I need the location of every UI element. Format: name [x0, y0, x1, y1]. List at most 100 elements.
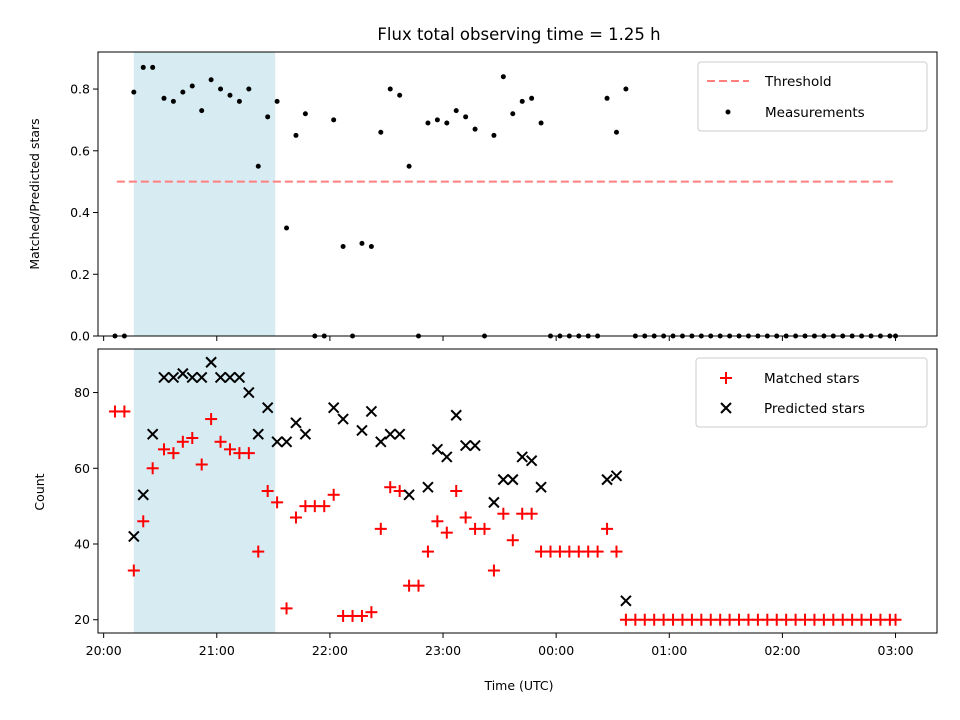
matched-stars-point	[601, 522, 614, 535]
matched-stars-point	[223, 443, 236, 456]
x-tick-label: 03:00	[878, 643, 914, 658]
predicted-stars-point	[337, 413, 349, 425]
measurement-point	[236, 98, 242, 104]
count-legend: Matched stars Predicted stars	[695, 357, 928, 428]
x-tick-label: 22:00	[312, 643, 348, 658]
ratio-y-tick-label: 0.6	[70, 143, 90, 158]
count-panel-frame	[97, 348, 938, 634]
measurement-point	[255, 163, 261, 169]
ratio-y-tick-label: 0.0	[70, 329, 90, 344]
predicted-stars-point	[261, 401, 274, 414]
matched-stars-point	[421, 545, 434, 558]
predicted-stars-point	[497, 473, 510, 486]
measurement-point	[170, 98, 176, 104]
matched-stars-point	[186, 431, 199, 444]
predicted-stars-point	[535, 481, 547, 493]
predicted-stars-point	[488, 496, 500, 509]
matched-stars-point	[478, 522, 491, 535]
matched-stars-point	[214, 435, 227, 448]
measurement-point	[359, 240, 365, 246]
measurement-point	[274, 98, 280, 104]
matched-stars-point	[327, 488, 340, 501]
measurement-point	[425, 120, 431, 126]
measurement-point	[189, 83, 195, 89]
measurement-point	[218, 86, 224, 92]
predicted-stars-point	[195, 371, 208, 384]
matched-stars-point	[280, 602, 293, 615]
matched-stars-point	[242, 447, 255, 460]
measurement-point	[453, 108, 459, 114]
matched-stars-point	[889, 613, 902, 626]
count-y-tick-label: 80	[74, 385, 90, 400]
matched-stars-point	[440, 526, 453, 539]
x-tick-label: 23:00	[425, 643, 461, 658]
predicted-stars-point	[525, 454, 538, 467]
predicted-stars-point	[365, 405, 378, 418]
matched-stars-point	[289, 511, 302, 524]
predicted-stars-point	[137, 489, 149, 501]
measurement-point	[538, 120, 544, 126]
x-tick-label: 21:00	[199, 643, 235, 658]
matched-stars-point	[252, 545, 265, 558]
x-tick-label: 01:00	[651, 643, 687, 658]
matched-stars-point	[459, 511, 472, 524]
matched-stars-point	[157, 443, 170, 456]
predicted-stars-point	[280, 436, 293, 448]
measurement-point	[208, 77, 214, 83]
count-y-tick-label: 20	[74, 612, 90, 627]
matched-stars-point	[365, 606, 378, 619]
measurement-point	[444, 120, 450, 126]
measurement-point	[131, 89, 137, 95]
predicted-stars-point	[146, 428, 159, 440]
predicted-stars-point	[356, 424, 368, 437]
count-y-tick-label: 40	[74, 537, 90, 552]
matched-stars-point	[167, 447, 180, 460]
matched-stars-point	[525, 507, 538, 520]
measurement-point	[368, 243, 374, 249]
measurement-point	[500, 74, 506, 80]
matched-stars-point	[261, 485, 274, 497]
matched-stars-point	[355, 609, 368, 622]
matched-stars-point	[205, 413, 218, 426]
ratio-y-axis-label: Matched/Predicted stars	[27, 118, 42, 269]
matched-stars-point	[118, 405, 131, 418]
measurement-point	[331, 117, 337, 123]
x-tick-label: 20:00	[86, 643, 122, 658]
measurement-point	[472, 126, 478, 132]
matched-stars-point	[271, 496, 284, 509]
predicted-stars-point	[431, 443, 444, 456]
measurement-point	[293, 132, 299, 138]
matched-stars-legend-swatch	[720, 372, 732, 384]
matched-stars-point	[591, 545, 604, 558]
predicted-stars-point	[393, 428, 406, 440]
count-legend-box	[695, 357, 928, 428]
measurements-legend-label: Measurements	[765, 105, 865, 121]
predicted-stars-point	[186, 371, 198, 384]
count-axes: 20 40 60 80 20:00 21:00 22:00 23:00 00:00 01:00 02…	[74, 385, 913, 658]
ratio-y-tick-label: 0.8	[70, 82, 90, 97]
matched-stars-point	[393, 485, 406, 497]
observing-window-shade	[133, 52, 276, 336]
predicted-stars-point	[233, 371, 246, 384]
predicted-stars-point	[243, 386, 255, 399]
matched-stars-point	[318, 500, 331, 513]
matched-stars-point	[137, 515, 150, 528]
matched-stars-point	[146, 462, 159, 475]
predicted-stars-point	[422, 481, 434, 493]
measurement-point	[491, 132, 497, 138]
count-panel: 20 40 60 80 20:00 21:00 22:00 23:00 00:00 01:00 02…	[32, 348, 938, 693]
measurement-point	[397, 92, 403, 98]
matched-stars-point	[450, 485, 463, 497]
predicted-stars-point	[177, 367, 189, 380]
ratio-y-tick-label: 0.2	[70, 267, 90, 282]
matched-stars-series	[108, 405, 902, 626]
predicted-stars-legend-swatch	[720, 402, 732, 414]
measurement-point	[340, 243, 346, 249]
predicted-stars-point	[441, 451, 453, 463]
x-tick-label: 00:00	[538, 643, 574, 658]
measurement-point	[284, 225, 290, 231]
measurement-point	[180, 89, 186, 95]
ratio-legend: Threshold Measurements	[697, 61, 928, 132]
predicted-stars-point	[384, 428, 396, 440]
measurement-point	[613, 129, 619, 135]
